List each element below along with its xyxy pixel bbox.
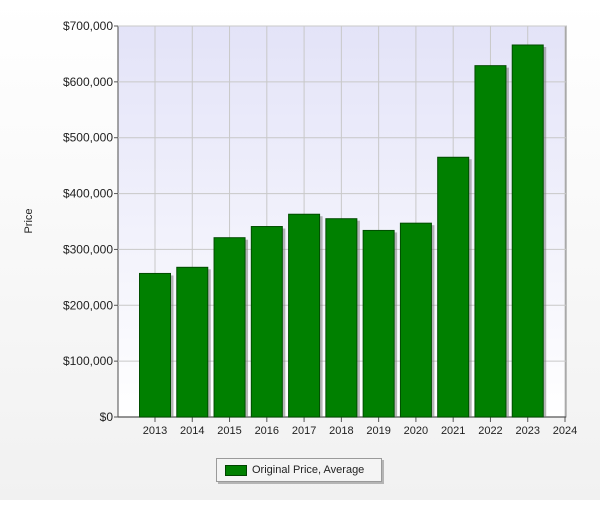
x-tick-label: 2013 <box>143 425 167 437</box>
legend-label: Original Price, Average <box>252 464 365 476</box>
bar-2017 <box>288 213 321 418</box>
x-tick-label: 2018 <box>329 425 353 437</box>
y-tick-label: $200,000 <box>63 298 113 312</box>
x-tick-label: 2020 <box>404 425 428 437</box>
y-tick-label: $100,000 <box>63 354 113 368</box>
x-tick-label: 2024 <box>553 425 577 437</box>
bar-2022 <box>474 65 507 418</box>
legend-swatch <box>225 464 247 476</box>
x-tick-label: 2023 <box>515 425 539 437</box>
x-tick-label: 2016 <box>255 425 279 437</box>
y-tick-label: $600,000 <box>63 75 113 89</box>
y-tick-label: $500,000 <box>63 131 113 145</box>
y-tick-label: $300,000 <box>63 242 113 256</box>
bar-2020 <box>399 222 432 418</box>
y-tick-label: $700,000 <box>63 19 113 33</box>
bar-2019 <box>362 229 395 418</box>
bar-2013 <box>139 272 171 418</box>
x-tick-label: 2017 <box>292 425 316 437</box>
x-tick-label: 2015 <box>217 425 241 437</box>
x-tick-label: 2014 <box>180 425 204 437</box>
bar-2014 <box>176 266 209 418</box>
x-tick-label: 2022 <box>478 425 502 437</box>
bar-2023 <box>511 44 544 418</box>
plot-floor <box>112 417 566 423</box>
y-tick-label: $0 <box>100 410 114 424</box>
bar-2015 <box>213 237 246 418</box>
x-tick-label: 2021 <box>441 425 465 437</box>
bar-2016 <box>250 226 283 418</box>
y-axis-label: Price <box>23 208 35 233</box>
bar-2021 <box>437 156 470 418</box>
chart-legend: Original Price, Average <box>216 458 382 482</box>
y-tick-label: $400,000 <box>63 187 113 201</box>
x-tick-label: 2019 <box>366 425 390 437</box>
bar-2018 <box>325 218 358 418</box>
